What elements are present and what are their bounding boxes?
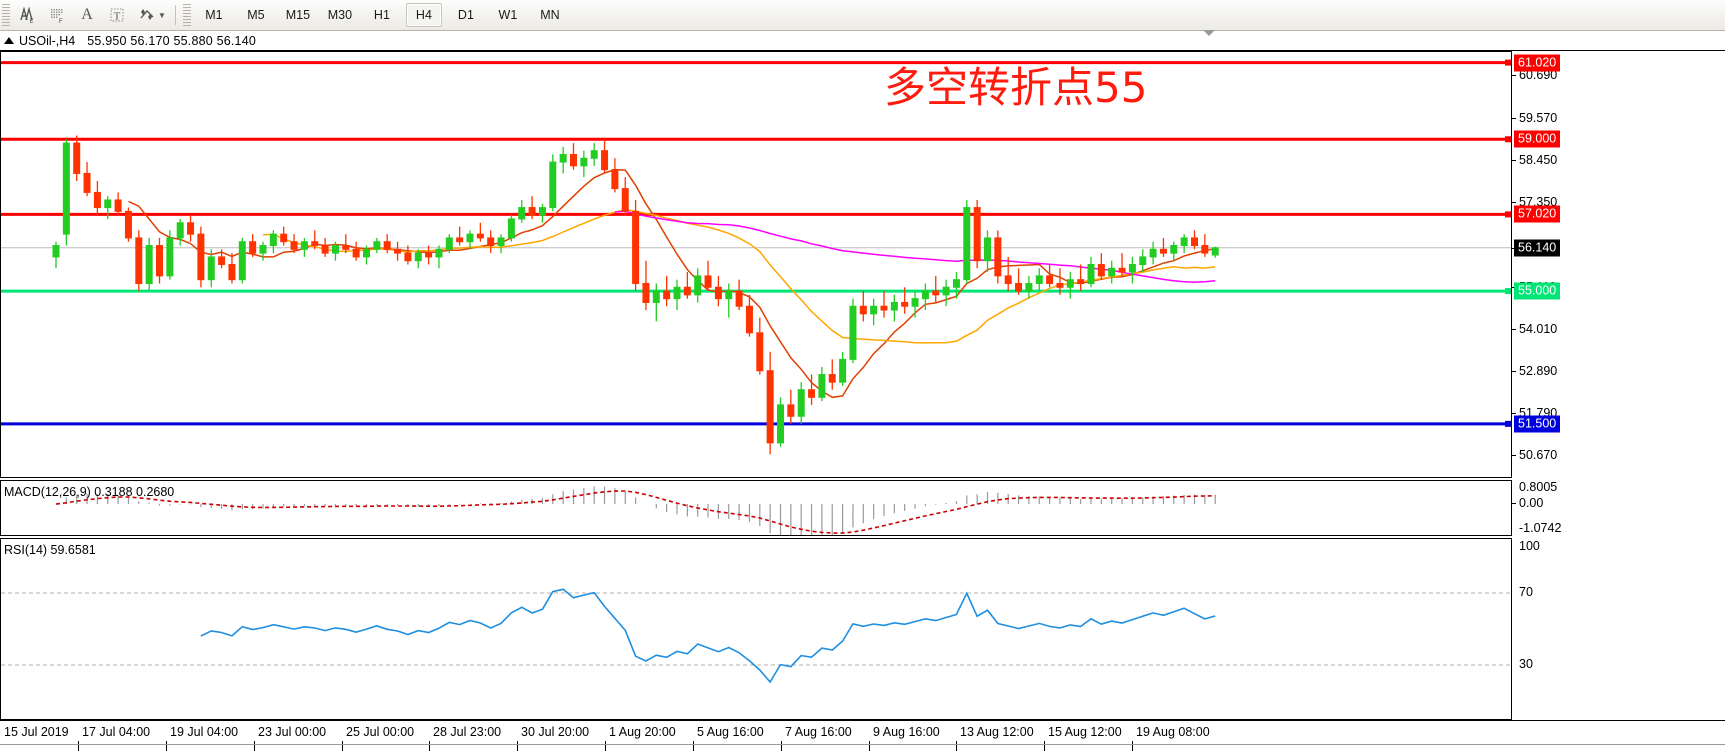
time-tick-mark [517, 741, 518, 751]
timeframe-m15[interactable]: M15 [285, 8, 311, 22]
rsi-scale: 100 70 30 [1512, 538, 1725, 720]
time-tick-label: 23 Jul 00:00 [258, 725, 327, 739]
price-tick: 58.450 [1512, 153, 1557, 167]
price-level-label[interactable]: 56.140 [1514, 239, 1561, 257]
time-tick-label: 15 Jul 2019 [4, 725, 69, 739]
time-tick-mark [1044, 741, 1045, 751]
time-tick-mark [781, 741, 782, 751]
price-tick: 52.890 [1512, 364, 1557, 378]
chart-collapse-arrow-icon[interactable] [1203, 30, 1215, 36]
svg-text:T: T [114, 11, 121, 23]
time-tick-mark [693, 741, 694, 751]
macd-scale: 0.8005 0.00 -1.0742 [1512, 480, 1725, 536]
time-tick-label: 13 Aug 12:00 [960, 725, 1034, 739]
time-tick-mark [166, 741, 167, 751]
timeframe-d1[interactable]: D1 [457, 8, 474, 22]
rsi-tick: 70 [1519, 585, 1533, 599]
svg-text:F: F [59, 19, 63, 24]
macd-chart-area[interactable] [0, 480, 1512, 536]
toolbar-separator [174, 5, 176, 25]
svg-text:E: E [30, 19, 34, 24]
time-tick-label: 25 Jul 00:00 [346, 725, 415, 739]
timeframe-grip[interactable] [182, 4, 191, 26]
price-level-label[interactable]: 55.000 [1514, 282, 1561, 300]
time-tick-mark [1132, 741, 1133, 751]
time-tick-label: 19 Jul 04:00 [170, 725, 239, 739]
time-tick-label: 19 Aug 08:00 [1136, 725, 1210, 739]
toolbar-grip[interactable] [2, 4, 10, 26]
time-tick-mark [78, 741, 79, 751]
timeframe-h1[interactable]: H1 [373, 8, 390, 22]
main-toolbar: E F A [0, 0, 1725, 31]
symbol-ohlc: 55.950 56.170 55.880 56.140 [87, 33, 257, 48]
objects-dropdown-icon[interactable]: ▼ [158, 10, 166, 20]
price-tick: 57.350 [1512, 195, 1557, 209]
time-tick-label: 9 Aug 16:00 [873, 725, 940, 739]
macd-label: MACD(12,26,9) 0.3188 0.2680 [4, 485, 175, 499]
symbol-info-bar: USOil-,H4 55.950 56.170 55.880 56.140 [0, 31, 1725, 51]
timeframe-w1[interactable]: W1 [498, 8, 518, 22]
chart-annotation-text: 多空转折点55 [884, 63, 1148, 112]
text-tool-icon[interactable]: A [81, 6, 93, 23]
price-level-label[interactable]: 61.020 [1514, 54, 1561, 72]
price-tick: 60.690 [1512, 68, 1557, 82]
time-axis[interactable]: 15 Jul 2019 17 Jul 04:00 19 Jul 04:00 23 Ju… [0, 720, 1725, 751]
symbol-name: USOil-,H4 [19, 33, 76, 48]
time-tick-label: 15 Aug 12:00 [1048, 725, 1122, 739]
window-bottom-border [0, 744, 1725, 745]
rsi-tick: 30 [1519, 657, 1533, 671]
price-level-label[interactable]: 59.000 [1514, 130, 1561, 148]
time-tick-mark [869, 741, 870, 751]
timeframe-m5[interactable]: M5 [247, 8, 265, 22]
objects-icon[interactable] [132, 2, 162, 28]
text-label-icon[interactable]: T [102, 2, 132, 28]
time-tick-mark [342, 741, 343, 751]
time-tick-mark [254, 741, 255, 751]
macd-tick: 0.00 [1512, 496, 1543, 510]
time-tick-label: 17 Jul 04:00 [82, 725, 151, 739]
grid-periods-icon[interactable]: F [42, 2, 72, 28]
collapse-triangle-icon[interactable] [4, 37, 14, 44]
timeframe-mn[interactable]: MN [540, 8, 560, 22]
indicators-icon[interactable]: E [12, 2, 42, 28]
time-tick-mark [605, 741, 606, 751]
price-scale[interactable]: 60.69059.57058.45057.35056.14055.11054.0… [1512, 51, 1725, 478]
price-tick: 54.010 [1512, 322, 1557, 336]
timeframe-group: M1 M5 M15 M30 H1 H4 D1 W1 MN [193, 3, 571, 27]
timeframe-m30[interactable]: M30 [327, 8, 353, 22]
time-tick-mark [956, 741, 957, 751]
price-chart-area[interactable] [0, 51, 1512, 478]
price-tick: 50.670 [1512, 448, 1557, 462]
time-tick-mark [429, 741, 430, 751]
time-tick-label: 1 Aug 20:00 [609, 725, 676, 739]
timeframe-h4[interactable]: H4 [405, 3, 442, 27]
macd-tick: 0.8005 [1519, 480, 1558, 494]
rsi-tick: 100 [1519, 539, 1540, 553]
price-level-label[interactable]: 57.020 [1514, 205, 1561, 223]
timeframe-m1[interactable]: M1 [205, 8, 223, 22]
time-tick-label: 7 Aug 16:00 [785, 725, 852, 739]
time-tick-label: 5 Aug 16:00 [697, 725, 764, 739]
rsi-chart-area[interactable] [0, 538, 1512, 720]
price-level-label[interactable]: 51.500 [1514, 415, 1561, 433]
time-tick-label: 30 Jul 20:00 [521, 725, 590, 739]
time-tick-label: 28 Jul 23:00 [433, 725, 502, 739]
price-tick: 59.570 [1512, 111, 1557, 125]
rsi-label: RSI(14) 59.6581 [4, 543, 96, 557]
macd-tick: -1.0742 [1519, 521, 1562, 535]
